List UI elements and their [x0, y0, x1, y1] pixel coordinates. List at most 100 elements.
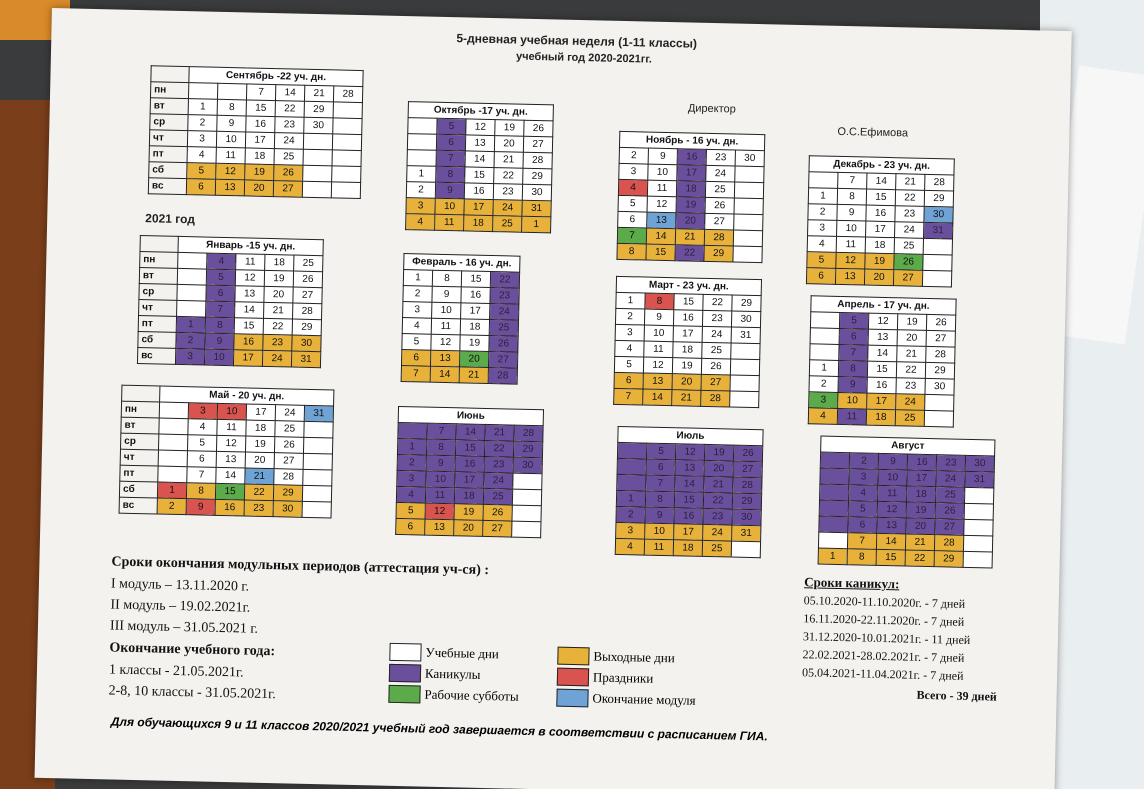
- day-cell: 2: [397, 454, 427, 472]
- day-cell: 8: [432, 270, 462, 287]
- day-cell: 3: [188, 402, 218, 420]
- day-cell: 17: [865, 221, 895, 238]
- week-row: 7 14 21 28: [401, 365, 518, 385]
- day-cell: 23: [484, 456, 514, 474]
- day-cell: 10: [431, 302, 461, 319]
- day-cell: 7: [847, 532, 877, 550]
- day-cell: 5: [646, 443, 676, 460]
- day-name: пн: [139, 251, 178, 269]
- day-cell: 5: [848, 500, 878, 518]
- page-title: 5-дневная учебная неделя (1-11 классы): [456, 31, 698, 51]
- day-cell: 10: [425, 471, 456, 488]
- day-cell: 6: [617, 211, 648, 229]
- day-cell: 10: [877, 469, 908, 487]
- day-cell: 8: [644, 293, 675, 310]
- day-cell: [616, 474, 647, 492]
- day-cell: 19: [453, 503, 484, 521]
- day-name: чт: [120, 449, 159, 467]
- day-cell: 21: [703, 476, 734, 494]
- day-cell: 9: [204, 333, 235, 350]
- director-name: О.С.Ефимова: [837, 125, 909, 140]
- day-cell: 14: [215, 467, 246, 484]
- vacations-heading: Сроки каникул:: [804, 574, 900, 592]
- day-cell: 20: [263, 286, 294, 304]
- vacation-5: 05.04.2021-11.04.2021г. - 7 дней: [801, 665, 964, 683]
- day-cell: 1: [818, 548, 848, 565]
- day-cell: 5: [401, 333, 432, 351]
- day-cell: 30: [303, 117, 334, 134]
- day-cell: [332, 133, 362, 151]
- day-cell: 13: [876, 517, 907, 535]
- day-cell: 28: [488, 367, 518, 385]
- vacation-4: 22.02.2021-28.02.2021г. - 7 дней: [802, 647, 965, 665]
- month-table: Февраль - 16 уч. дн. 1 8 15 22 2 9 16 23 3 10 17 24 4…: [401, 253, 521, 385]
- day-cell: 5: [396, 502, 426, 520]
- day-cell: [820, 452, 850, 469]
- day-cell: 17: [906, 470, 937, 487]
- day-cell: 11: [647, 180, 677, 197]
- week-row: вс 6 13 20 27: [148, 177, 361, 199]
- day-cell: 23: [702, 310, 732, 327]
- day-cell: [159, 402, 189, 419]
- day-cell: 4: [396, 486, 426, 504]
- day-cell: 2: [849, 452, 879, 470]
- day-cell: 5: [186, 162, 217, 180]
- day-cell: 15: [234, 317, 264, 335]
- year-end-1: 1 классы - 21.05.2021г.: [108, 662, 244, 681]
- day-cell: 2: [406, 181, 436, 199]
- day-cell: 6: [395, 518, 426, 536]
- day-cell: 28: [732, 477, 763, 494]
- day-cell: 31: [964, 471, 995, 488]
- day-cell: 24: [702, 524, 732, 542]
- day-cell: [809, 343, 840, 361]
- day-cell: [302, 181, 332, 198]
- day-cell: 23: [702, 508, 733, 526]
- day-cell: 31: [923, 222, 953, 239]
- day-cell: 13: [643, 373, 673, 390]
- month-table: Июнь 7 14 21 28 1 8 15 22 29 2 9 16 23 30 3 10 17 24 4 11 18 2…: [395, 406, 544, 538]
- day-cell: 18: [460, 318, 490, 336]
- day-cell: 5: [618, 195, 648, 213]
- day-cell: [819, 468, 850, 485]
- day-cell: 17: [454, 471, 485, 489]
- footer-note: Для обучающихся 9 и 11 классов 2020/2021…: [110, 714, 768, 744]
- day-cell: [158, 434, 188, 451]
- day-cell: [818, 516, 849, 533]
- day-cell: 17: [673, 325, 703, 343]
- day-cell: 24: [492, 199, 523, 217]
- day-cell: 29: [304, 101, 334, 118]
- day-cell: 20: [453, 519, 483, 537]
- day-cell: 1: [397, 438, 427, 456]
- day-cell: 10: [434, 198, 465, 215]
- day-cell: 13: [215, 179, 245, 196]
- day-cell: 29: [273, 484, 303, 502]
- day-cell: 6: [847, 516, 878, 534]
- legend-label: Выходные дни: [593, 648, 675, 666]
- day-cell: 27: [488, 351, 518, 369]
- day-cell: 2: [175, 332, 206, 350]
- day-cell: 3: [175, 348, 205, 366]
- day-cell: 4: [402, 317, 432, 335]
- day-cell: 14: [275, 84, 305, 102]
- day-cell: 19: [494, 119, 525, 137]
- day-name: пт: [119, 465, 159, 483]
- day-cell: 19: [897, 313, 927, 331]
- day-cell: 15: [645, 244, 676, 261]
- day-cell: [922, 270, 952, 287]
- day-cell: 30: [273, 500, 303, 518]
- day-cell: 15: [461, 270, 491, 288]
- day-cell: [819, 500, 849, 517]
- day-cell: 8: [837, 188, 867, 206]
- day-cell: [512, 473, 543, 490]
- day-cell: 25: [492, 215, 522, 233]
- legend-swatch: [556, 688, 589, 708]
- legend-swatch: [388, 663, 422, 683]
- day-name: вс: [137, 347, 176, 365]
- day-cell: [511, 521, 541, 538]
- day-cell: 3: [807, 219, 837, 237]
- day-cell: [302, 469, 333, 486]
- week-row: 7 14 21 28: [613, 388, 759, 408]
- day-cell: 4: [807, 235, 837, 253]
- week-row: 6 13 20 27: [395, 518, 541, 538]
